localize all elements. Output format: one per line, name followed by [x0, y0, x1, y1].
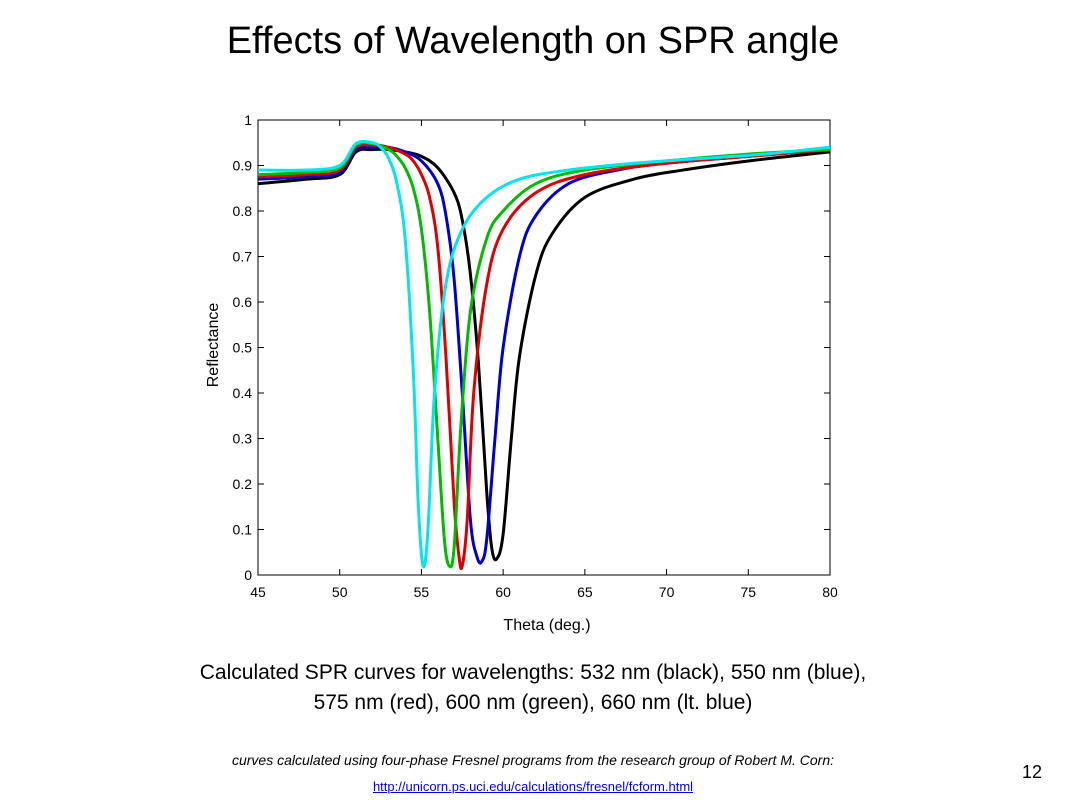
reference-link[interactable]: http://unicorn.ps.uci.edu/calculations/f… [372, 779, 694, 794]
x-tick-label: 60 [495, 584, 511, 600]
spr-reflectance-chart: 45 50 55 60 65 70 75 80 0 0.1 0.2 0.3 0.4 0.5 0.6 0.7 0.… [205, 112, 838, 634]
y-tick-label: 0.6 [233, 294, 253, 310]
x-tick-label: 45 [250, 584, 266, 600]
x-tick-label: 70 [659, 584, 675, 600]
x-tick-label: 75 [740, 584, 756, 600]
y-tick-label: 1 [244, 112, 252, 128]
y-tick-label: 0.7 [233, 249, 253, 265]
x-tick-label: 65 [577, 584, 593, 600]
x-axis-label: Theta (deg.) [503, 617, 590, 634]
page-number: 12 [1021, 762, 1042, 782]
y-tick-label: 0.8 [233, 203, 253, 219]
series-line-5 [257, 140, 831, 569]
figure-caption: Calculated SPR curves for wavelengths: 5… [0, 658, 1066, 718]
credit-note: curves calculated using four-phase Fresn… [231, 752, 835, 768]
series-line-1 [257, 147, 831, 562]
series-line-2 [257, 145, 831, 565]
reference-link-container: http://unicorn.ps.uci.edu/calculations/f… [0, 779, 1066, 794]
y-tick-label: 0.3 [233, 431, 253, 447]
plot-frame [257, 119, 831, 576]
y-tick-label: 0.4 [233, 385, 253, 401]
caption-line-2: 575 nm (red), 600 nm (green), 660 nm (lt… [313, 691, 753, 714]
caption-line-1: Calculated SPR curves for wavelengths: 5… [199, 661, 867, 684]
y-tick-label: 0 [244, 567, 252, 583]
x-tick-label: 50 [332, 584, 348, 600]
y-axis-label: Reflectance [205, 303, 222, 388]
y-tick-label: 0.9 [233, 158, 253, 174]
x-tick-label: 80 [822, 584, 838, 600]
y-tick-label: 0.5 [233, 340, 253, 356]
y-tick-label: 0.2 [233, 476, 253, 492]
y-tick-label: 0.1 [233, 522, 253, 538]
x-tick-label: 55 [414, 584, 430, 600]
slide-title: Effects of Wavelength on SPR angle [226, 20, 840, 62]
